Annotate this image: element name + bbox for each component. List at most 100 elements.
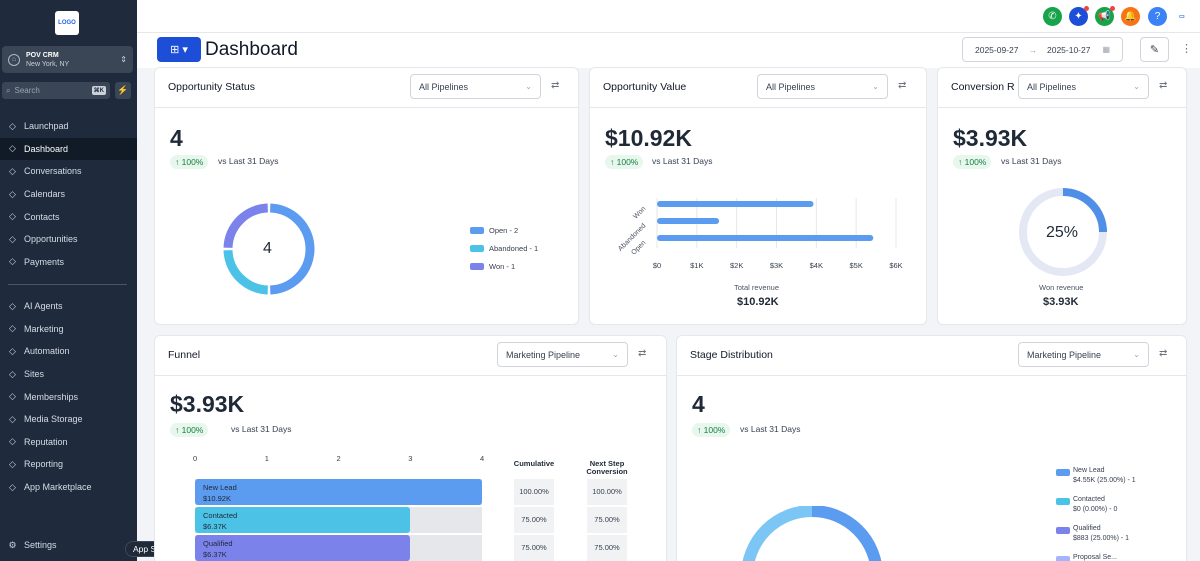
magic-icon[interactable]: ✦: [1069, 6, 1089, 26]
y-tick-label: Won: [632, 205, 647, 220]
legend-label: Open - 2: [489, 226, 519, 235]
sidebar-item-memberships[interactable]: ◇ Memberships: [0, 385, 137, 408]
swap-icon[interactable]: ⇄: [638, 348, 647, 359]
date-range-picker[interactable]: 2025-09-27 → 2025-10-27 ▦: [962, 37, 1123, 62]
card-title: Opportunity Status: [168, 81, 255, 93]
company-logo[interactable]: LOGO: [55, 11, 79, 35]
funnel-bar-new-lead[interactable]: New Lead $10.92K: [195, 479, 482, 505]
stage-legend-item[interactable]: New Lead $4.55K (25.00%) - 1: [1056, 466, 1136, 486]
dashboard-switcher-button[interactable]: ⊞ ▾: [157, 37, 201, 62]
pipeline-select[interactable]: All Pipelines ⌄: [1018, 74, 1149, 99]
sidebar: LOGO ⌂ POV CRM New York, NY ⇕ ⌕ Search ⌘…: [0, 0, 137, 561]
megaphone-icon[interactable]: 📢: [1095, 6, 1115, 26]
sidebar-item-contacts[interactable]: ◇ Contacts: [0, 205, 137, 228]
select-value: All Pipelines: [766, 81, 816, 92]
metric-value: 4: [170, 125, 183, 151]
stage-legend-item[interactable]: Contacted $0 (0.00%) - 0: [1056, 495, 1117, 515]
legend-detail: $883 (25.00%) - 1: [1073, 535, 1130, 542]
sidebar-item-automation[interactable]: ◇ Automation: [0, 340, 137, 363]
edit-button[interactable]: ✎: [1140, 37, 1169, 62]
legend-label: New Lead: [1073, 467, 1105, 474]
sidebar-item-reputation[interactable]: ◇ Reputation: [0, 431, 137, 454]
funnel-stage-amount: $6.37K: [203, 522, 227, 531]
pipeline-select[interactable]: All Pipelines ⌄: [757, 74, 888, 99]
quick-action-button[interactable]: ⚡: [115, 82, 131, 99]
sparkle-icon: ◇: [9, 300, 16, 311]
sidebar-item-conversations[interactable]: ◇ Conversations: [0, 160, 137, 183]
swap-icon[interactable]: ⇄: [1159, 80, 1168, 91]
pipeline-select[interactable]: Marketing Pipeline ⌄: [1018, 342, 1149, 367]
legend-item[interactable]: Won - 1: [470, 262, 515, 271]
page-title: Dashboard: [205, 39, 298, 60]
donut-center-value: 4: [263, 240, 272, 257]
search-input[interactable]: ⌕ Search ⌘K: [2, 82, 110, 99]
chart-xlabel: Total revenue: [734, 283, 780, 292]
sidebar-item-ai-agents[interactable]: ◇ AI Agents: [0, 295, 137, 318]
funnel-bar-contacted[interactable]: Contacted $6.37K: [195, 507, 411, 533]
donut-slice-won[interactable]: [223, 203, 269, 249]
settings-nav: ⚙ Settings: [0, 534, 137, 557]
stage-legend-item[interactable]: Proposal Se...: [1056, 553, 1117, 561]
nav-divider: [8, 284, 127, 285]
date-from: 2025-09-27: [975, 44, 1019, 55]
donut-slice-abandoned[interactable]: [223, 249, 269, 295]
donut-slice-open[interactable]: [269, 203, 315, 295]
sidebar-item-label: Marketing: [24, 323, 64, 334]
user-avatar[interactable]: ▭: [1179, 14, 1185, 20]
phone-icon[interactable]: ✆: [1043, 7, 1062, 26]
funnel-stage-name: Contacted: [203, 511, 238, 520]
legend-item[interactable]: Abandoned - 1: [470, 244, 538, 253]
stage-legend-item[interactable]: Qualified $883 (25.00%) - 1: [1056, 524, 1130, 544]
sidebar-item-marketing[interactable]: ◇ Marketing: [0, 318, 137, 341]
chevron-down-icon: ⌄: [1133, 350, 1140, 359]
sidebar-item-opportunities[interactable]: ◇ Opportunities: [0, 228, 137, 251]
swap-icon[interactable]: ⇄: [898, 80, 907, 91]
swap-icon[interactable]: ⇄: [551, 80, 560, 91]
legend-swatch: [470, 227, 484, 234]
status-donut: [223, 203, 315, 295]
bell-icon[interactable]: 🔔: [1121, 7, 1140, 26]
funnel-tick-label: 4: [480, 454, 485, 463]
bar-open[interactable]: [657, 235, 874, 241]
bar-abandoned[interactable]: [657, 218, 720, 224]
bar-won[interactable]: [657, 201, 814, 207]
sidebar-item-settings[interactable]: ⚙ Settings: [0, 534, 137, 557]
bolt-icon: ⚡: [117, 85, 129, 95]
chat-icon: ◇: [9, 165, 16, 176]
pipeline-select[interactable]: All Pipelines ⌄: [410, 74, 541, 99]
sidebar-item-label: Automation: [24, 346, 70, 357]
next-step-cell: 75.00%: [587, 535, 627, 561]
cumulative-cell: 75.00%: [514, 507, 554, 533]
sidebar-item-payments[interactable]: ◇ Payments: [0, 251, 137, 274]
donut-center-value: 25%: [1046, 224, 1079, 241]
sidebar-item-app-marketplace[interactable]: ◇ App Marketplace: [0, 476, 137, 499]
legend-item[interactable]: Open - 2: [470, 226, 518, 235]
more-menu-icon[interactable]: ⋮: [1181, 43, 1192, 55]
sidebar-item-reporting[interactable]: ◇ Reporting: [0, 453, 137, 476]
search-placeholder: Search: [14, 86, 40, 95]
chevron-down-icon: ⌄: [872, 82, 879, 91]
sidebar-item-calendars[interactable]: ◇ Calendars: [0, 183, 137, 206]
rocket-icon: ◇: [9, 120, 16, 131]
sidebar-item-label: Settings: [24, 540, 57, 551]
donut-slice-won[interactable]: [1062, 188, 1107, 233]
funnel-bar-qualified[interactable]: Qualified $6.37K: [195, 535, 411, 561]
sidebar-item-media-storage[interactable]: ◇ Media Storage: [0, 408, 137, 431]
card-title: Conversion R: [951, 81, 1015, 93]
location-icon: ⌂: [8, 53, 20, 66]
sidebar-item-launchpad[interactable]: ◇ Launchpad: [0, 115, 137, 138]
stage-slice: [811, 506, 882, 561]
select-value: All Pipelines: [419, 81, 469, 92]
arrow-right-icon: →: [1028, 44, 1037, 55]
pipeline-select[interactable]: Marketing Pipeline ⌄: [497, 342, 628, 367]
legend-label: Proposal Se...: [1073, 554, 1117, 561]
account-switcher[interactable]: ⌂ POV CRM New York, NY ⇕: [2, 46, 133, 73]
sidebar-item-dashboard[interactable]: ◇ Dashboard: [0, 137, 137, 161]
funnel-card: Funnel Marketing Pipeline ⌄ ⇄ $3.93K ↑ 10…: [154, 335, 667, 561]
sidebar-item-sites[interactable]: ◇ Sites: [0, 363, 137, 386]
help-icon[interactable]: ?: [1148, 7, 1167, 26]
swap-icon[interactable]: ⇄: [1159, 348, 1168, 359]
card-title: Funnel: [168, 349, 201, 361]
layout-icon: ⊞ ▾: [170, 44, 188, 56]
